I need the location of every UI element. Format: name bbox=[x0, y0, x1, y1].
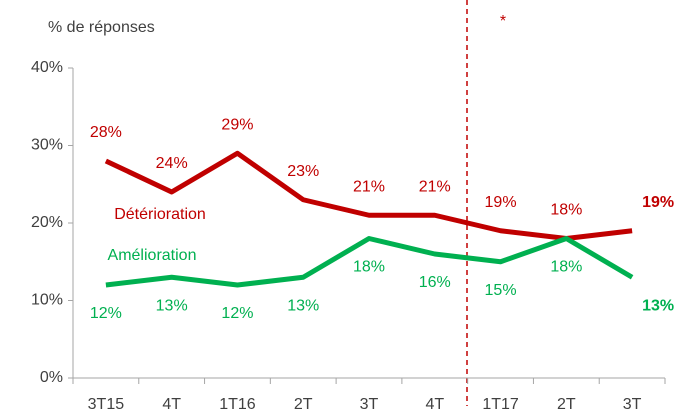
data-label: 23% bbox=[287, 163, 319, 180]
data-label: 16% bbox=[419, 274, 451, 291]
series-label: Amélioration bbox=[108, 247, 197, 264]
data-label: 19% bbox=[642, 194, 674, 211]
data-label: 21% bbox=[353, 178, 385, 195]
data-label: 18% bbox=[550, 259, 582, 276]
data-label: 12% bbox=[221, 305, 253, 322]
y-tick-label: 0% bbox=[40, 369, 63, 386]
data-label: 13% bbox=[156, 297, 188, 314]
y-tick-label: 20% bbox=[31, 214, 63, 231]
x-tick-label: 2T bbox=[557, 396, 576, 413]
data-label: 13% bbox=[642, 297, 674, 314]
x-tick-label: 1T17 bbox=[482, 396, 519, 413]
data-label: 13% bbox=[287, 297, 319, 314]
data-label: 28% bbox=[90, 124, 122, 141]
y-axis-label: % de réponses bbox=[48, 19, 155, 36]
y-tick-label: 30% bbox=[31, 137, 63, 154]
annotation: * bbox=[500, 13, 506, 30]
data-label: 24% bbox=[156, 155, 188, 172]
data-label: 19% bbox=[485, 194, 517, 211]
x-tick-label: 3T15 bbox=[88, 396, 125, 413]
x-tick-label: 1T16 bbox=[219, 396, 256, 413]
series-label: Détérioration bbox=[114, 206, 206, 223]
data-label: 29% bbox=[221, 116, 253, 133]
x-tick-label: 3T bbox=[360, 396, 379, 413]
data-label: 15% bbox=[485, 282, 517, 299]
x-tick-label: 4T bbox=[162, 396, 181, 413]
data-label: 18% bbox=[550, 202, 582, 219]
y-tick-label: 40% bbox=[31, 59, 63, 76]
x-tick-label: 2T bbox=[294, 396, 313, 413]
x-tick-label: 3T bbox=[623, 396, 642, 413]
data-label: 18% bbox=[353, 259, 385, 276]
series-line bbox=[104, 150, 633, 241]
data-label: 12% bbox=[90, 305, 122, 322]
series-line bbox=[105, 236, 634, 288]
x-tick-label: 4T bbox=[425, 396, 444, 413]
data-label: 21% bbox=[419, 178, 451, 195]
y-tick-label: 10% bbox=[31, 292, 63, 309]
